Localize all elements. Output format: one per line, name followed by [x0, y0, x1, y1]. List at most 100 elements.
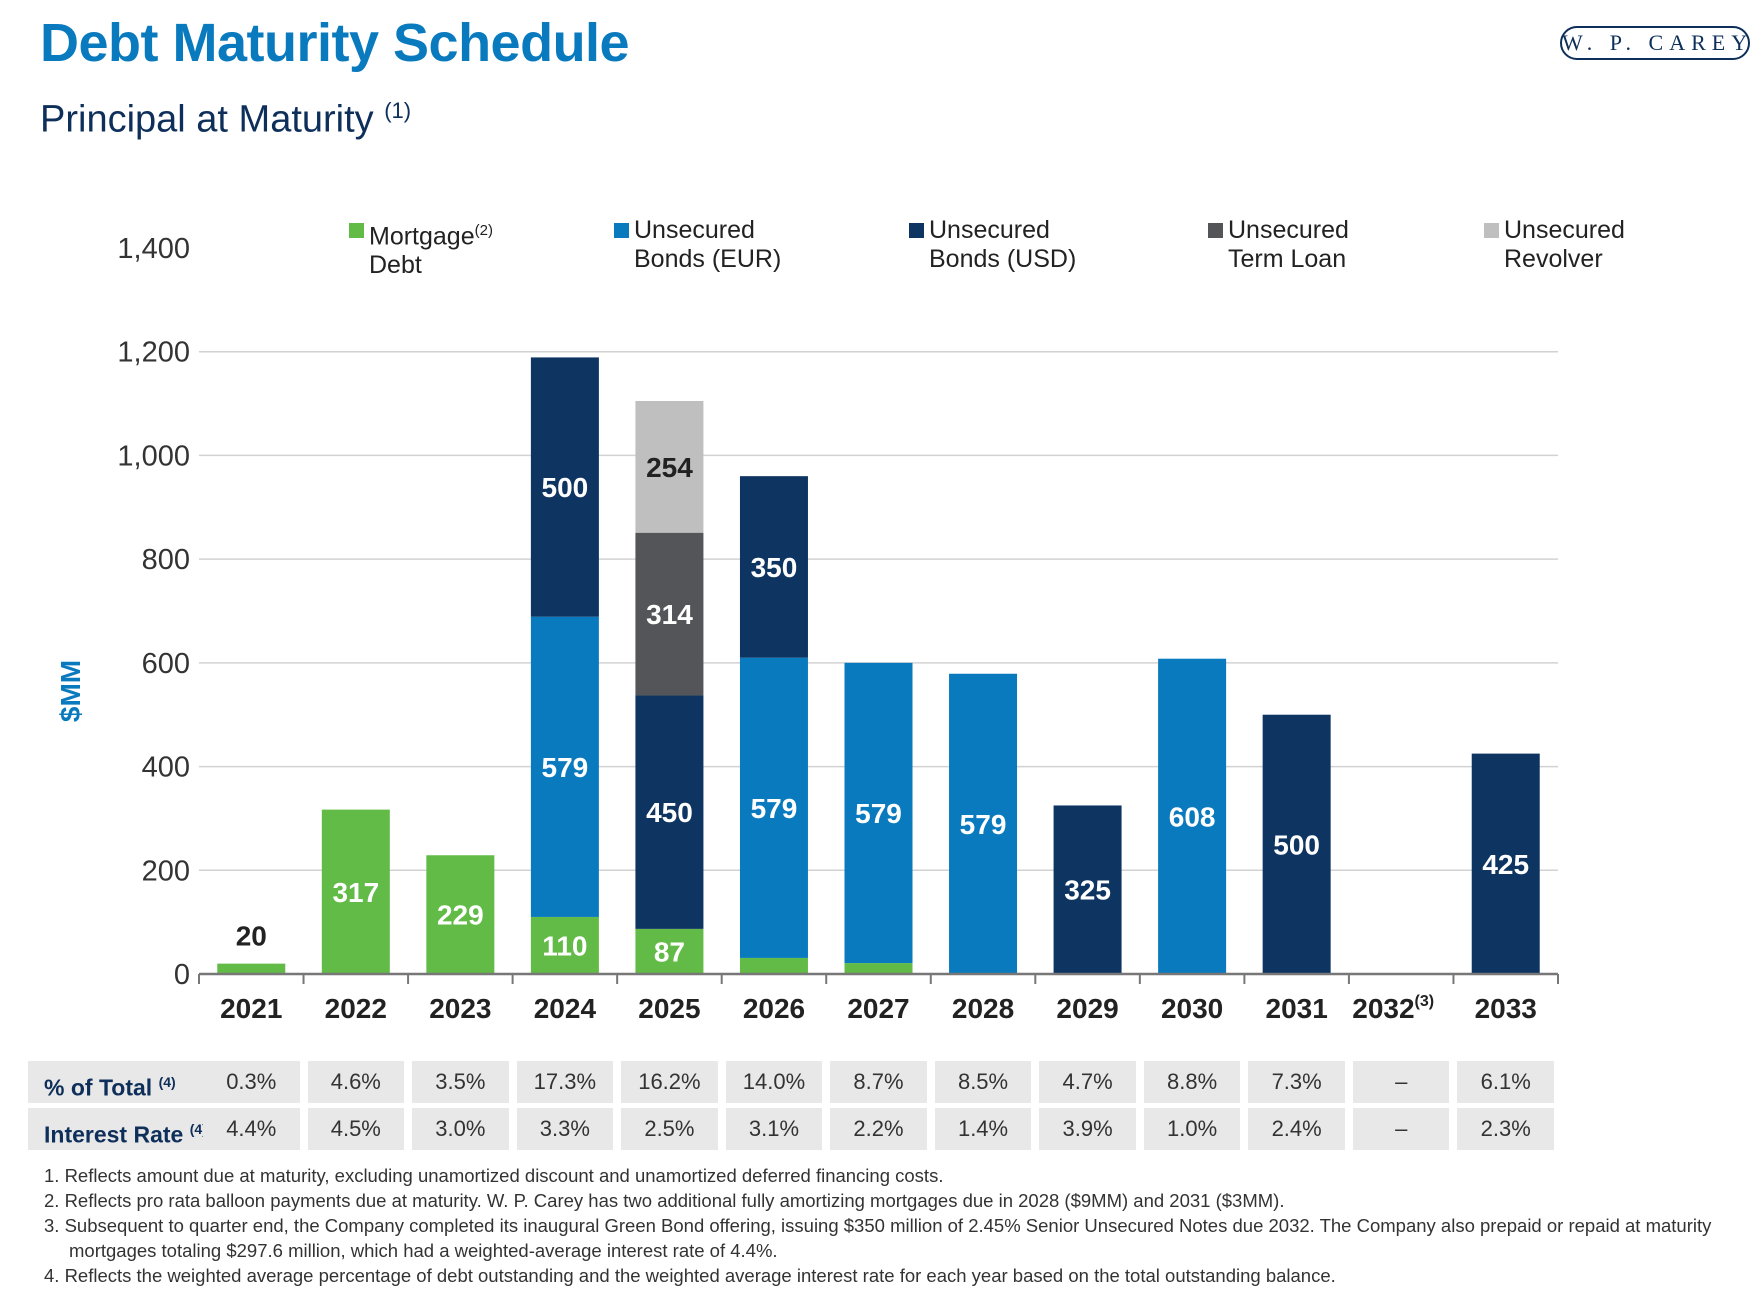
- bar-value-label: 579: [751, 793, 798, 824]
- bar-segment: [426, 855, 495, 974]
- bar-segment: [1053, 805, 1122, 974]
- y-tick-label: 400: [142, 752, 190, 784]
- table-cell: 1.0%: [1143, 1108, 1241, 1150]
- bar-value-label: 317: [332, 877, 379, 908]
- table-footnote-ref: (4): [189, 1121, 207, 1137]
- table-cell: 3.3%: [516, 1108, 614, 1150]
- x-category-label: 2033: [1475, 993, 1537, 1024]
- table-cell: –: [1352, 1061, 1450, 1103]
- x-category-label: 2028: [952, 993, 1014, 1024]
- bar-segment: [1262, 714, 1331, 974]
- bar-value-label: 579: [960, 809, 1007, 840]
- bar-value-label: 450: [646, 797, 693, 828]
- table-footnote-ref: (4): [158, 1074, 176, 1090]
- legend-label: Revolver: [1504, 245, 1603, 273]
- y-tick-label: 200: [142, 855, 190, 887]
- table-cell: 3.0%: [412, 1108, 509, 1150]
- y-tick-label: 600: [142, 648, 190, 680]
- legend-footnote-ref: (2): [474, 222, 493, 239]
- table-cell: 14.0%: [725, 1061, 823, 1103]
- table-cell: 4.6%: [307, 1061, 405, 1103]
- legend-label: Unsecured: [929, 216, 1050, 244]
- bar-value-label: 87: [654, 936, 685, 967]
- table-cell: 3.9%: [1039, 1108, 1136, 1150]
- x-category-label: 2026: [743, 993, 805, 1024]
- debt-maturity-chart: 0 200 400 600 800 1,000 1,200 1,400 $MM 20 317 229 1…: [55, 233, 1559, 1024]
- x-category-label: 2031: [1266, 993, 1328, 1024]
- bar-value-label: 110: [542, 930, 587, 961]
- bar-value-label: 425: [1482, 849, 1529, 880]
- bar-segment: [739, 657, 808, 958]
- bar-value-label: 579: [542, 752, 589, 783]
- table-cell: 4.7%: [1039, 1061, 1136, 1103]
- table-cell: 2.4%: [1248, 1108, 1345, 1150]
- table-cell: 4.4%: [203, 1108, 300, 1150]
- table-cell: 17.3%: [516, 1061, 614, 1103]
- x-category-label: 2024: [534, 993, 597, 1024]
- bar-segment: [217, 963, 286, 974]
- y-tick-label: 1,400: [117, 233, 190, 265]
- x-category-label: 2027: [847, 993, 909, 1024]
- bar-segment: [1471, 753, 1540, 974]
- table-cell: 8.7%: [830, 1061, 927, 1103]
- x-category-label: 2030: [1161, 993, 1223, 1024]
- bar-value-label: 20: [236, 921, 267, 952]
- bar-segment: [530, 357, 599, 617]
- bar-segment: [1158, 658, 1227, 974]
- legend-label: Bonds (USD): [929, 245, 1077, 273]
- y-tick-label: 0: [174, 959, 190, 991]
- footnote: 4. Reflects the weighted average percent…: [44, 1265, 1336, 1286]
- bar-segment: [635, 695, 704, 929]
- table-cell: 8.5%: [934, 1061, 1032, 1103]
- y-tick-label: 1,200: [117, 337, 190, 369]
- legend-item: Mortgage(2) Debt: [349, 216, 493, 280]
- table-cell: 3.5%: [412, 1061, 509, 1103]
- bar-segment: [530, 916, 599, 974]
- table-cell: 0.3%: [203, 1061, 300, 1103]
- footnote: 2. Reflects pro rata balloon payments du…: [44, 1190, 1285, 1211]
- legend-swatch: [1208, 223, 1223, 238]
- bar-value-label: 314: [646, 599, 693, 630]
- table-row-label: % of Total (4): [28, 1061, 218, 1103]
- legend-label: Mortgage(2): [369, 222, 493, 251]
- bar-value-label: 500: [1273, 829, 1320, 860]
- bar-segment: [844, 963, 913, 974]
- page-subtitle: Principal at Maturity (1): [40, 98, 411, 142]
- table-cell: 16.2%: [621, 1061, 718, 1103]
- footnote: 3. Subsequent to quarter end, the Compan…: [44, 1215, 1712, 1261]
- table-cell: 4.5%: [307, 1108, 405, 1150]
- y-axis-label: $MM: [55, 660, 86, 722]
- legend-label: Unsecured: [634, 216, 755, 244]
- bar-value-label: 500: [542, 472, 589, 503]
- bar-segment: [635, 532, 704, 696]
- legend-label: Unsecured: [1228, 216, 1349, 244]
- bar-segment: [321, 809, 390, 974]
- bar-segment: [635, 928, 704, 974]
- bar-segment: [739, 957, 808, 974]
- legend-swatch: [349, 223, 364, 238]
- y-tick-label: 800: [142, 544, 190, 576]
- bar-segment: [635, 400, 704, 533]
- bar-segment: [949, 673, 1018, 974]
- subtitle-footnote-ref: (1): [384, 98, 412, 123]
- table-cell: 2.3%: [1457, 1108, 1554, 1150]
- legend-item: Unsecured Term Loan: [1208, 216, 1349, 274]
- legend-swatch: [909, 223, 924, 238]
- y-tick-label: 1,000: [117, 440, 190, 472]
- x-category-label: 2029: [1056, 993, 1118, 1024]
- legend-label: Unsecured: [1504, 216, 1625, 244]
- table-cell: 3.1%: [725, 1108, 823, 1150]
- x-category-label: 2023: [429, 993, 491, 1024]
- bar-value-label: 254: [646, 452, 693, 483]
- legend-item: Unsecured Bonds (EUR): [614, 216, 781, 274]
- page-title: Debt Maturity Schedule: [40, 13, 630, 73]
- footnotes-list: 1. Reflects amount due at maturity, excl…: [44, 1163, 1734, 1288]
- footnote: 1. Reflects amount due at maturity, excl…: [44, 1165, 944, 1186]
- x-category-label: 2022: [325, 993, 387, 1024]
- category-footnote-ref: (3): [1415, 993, 1435, 1010]
- table-row-label-text: Interest Rate: [44, 1121, 190, 1148]
- subtitle-text: Principal at Maturity: [40, 98, 374, 141]
- table-row-label: Interest Rate (4): [28, 1108, 218, 1150]
- table-row-label-text: % of Total: [44, 1074, 159, 1101]
- bar-segment: [530, 616, 599, 917]
